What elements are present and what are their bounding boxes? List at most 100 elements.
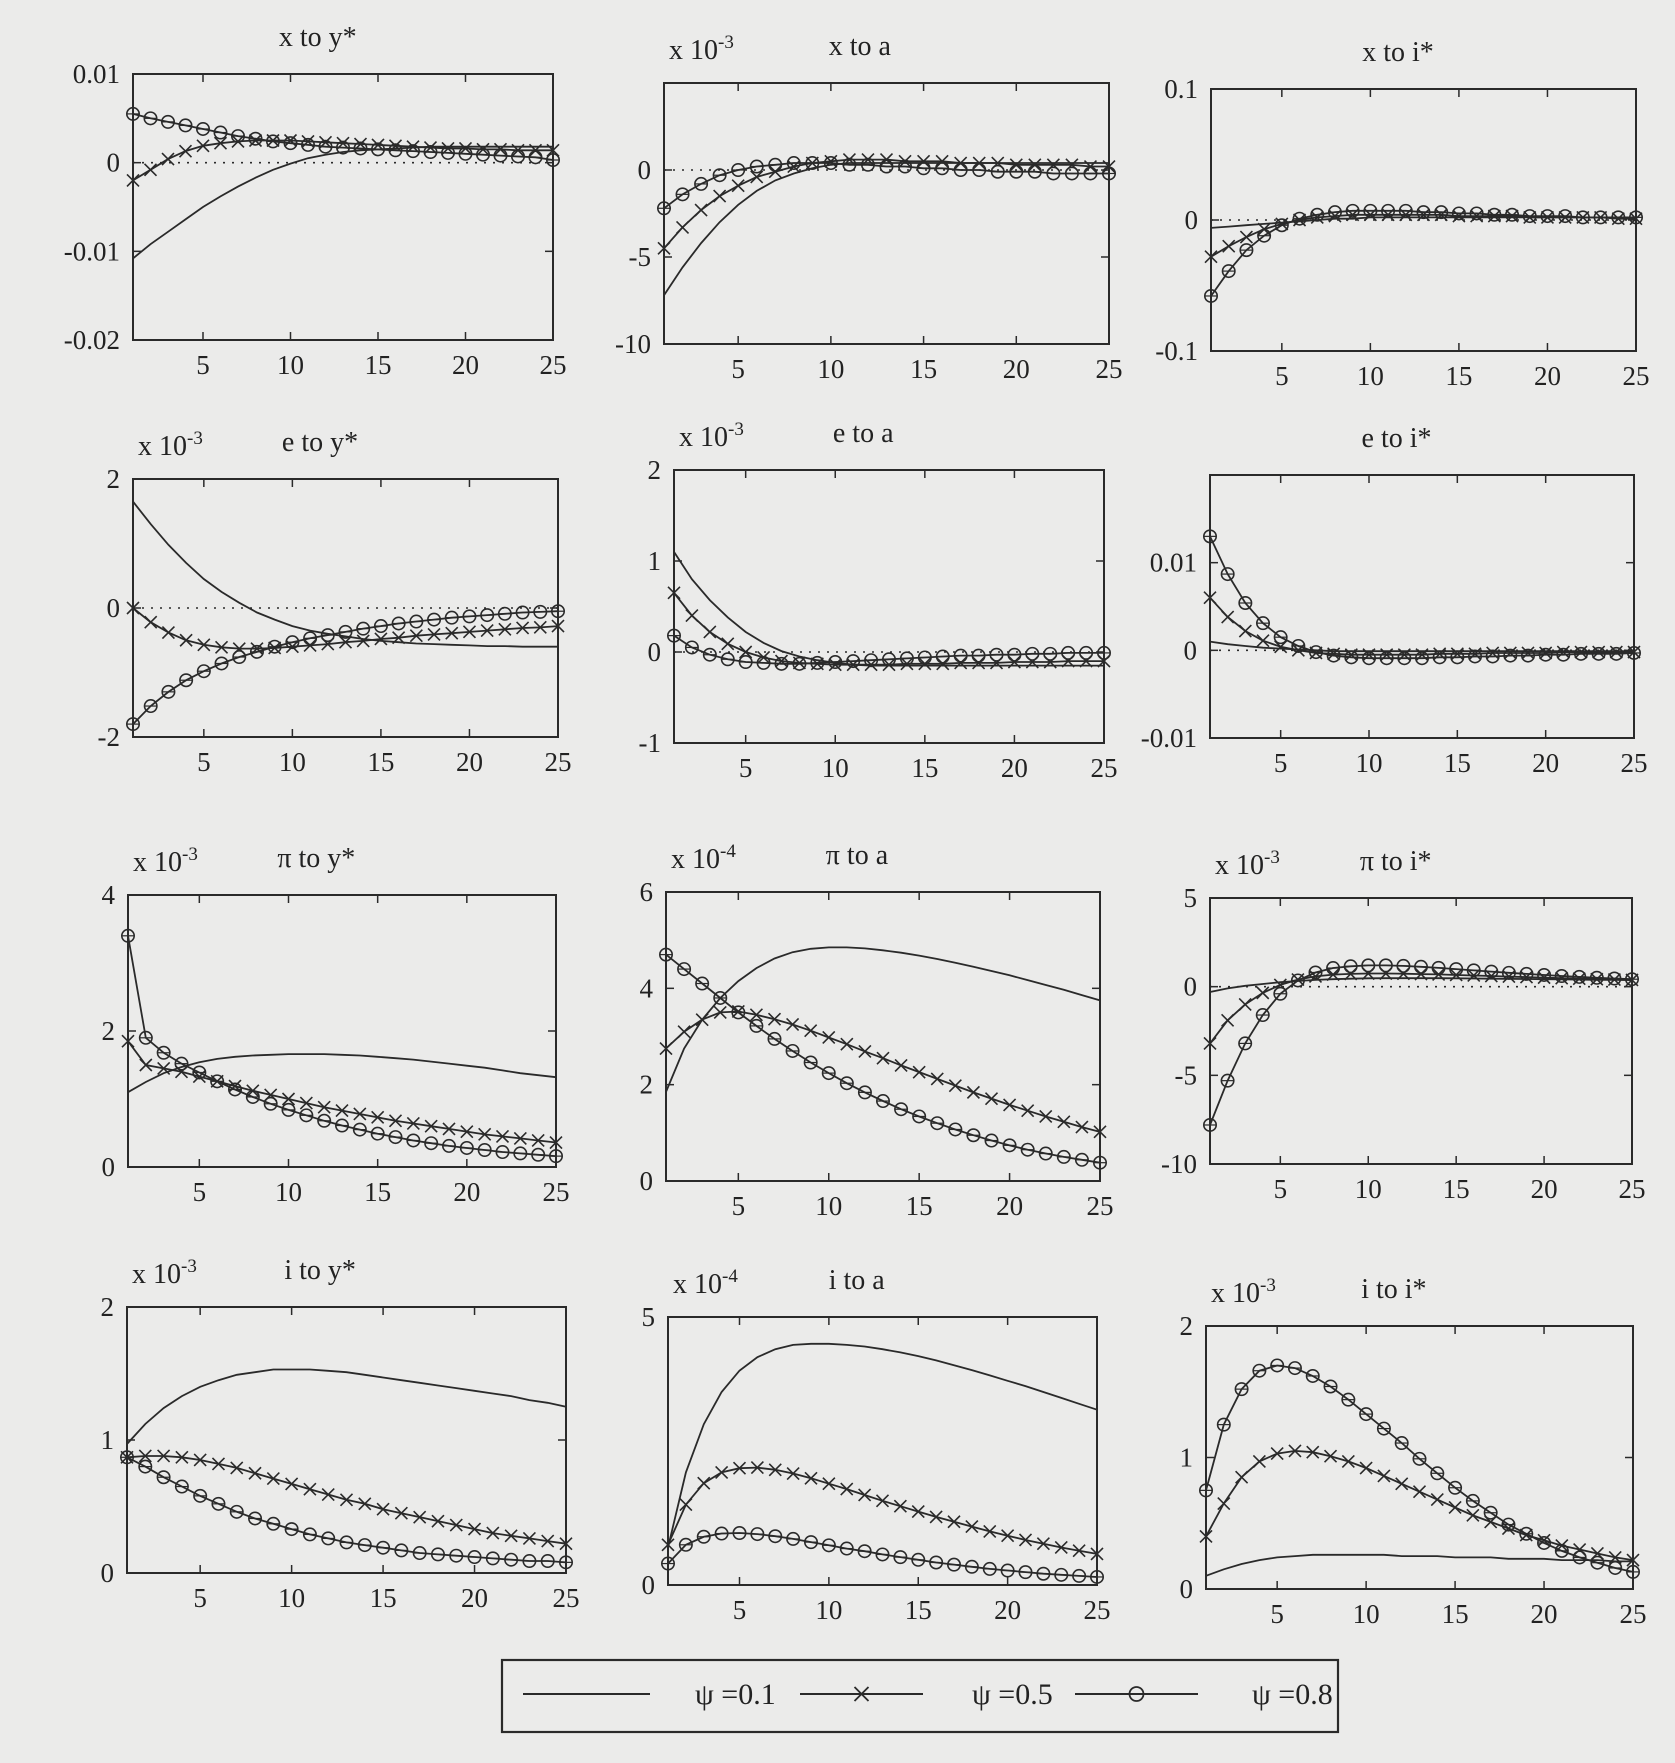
panel: 5 10 15 20 25 0.1 0 -0.1 x to i* <box>1155 37 1649 391</box>
y-tick-label: 0 <box>638 155 652 185</box>
data-point <box>551 619 565 633</box>
data-point <box>803 1055 818 1070</box>
data-point <box>786 1531 801 1546</box>
data-point <box>1611 210 1626 225</box>
x-tick-label: 10 <box>279 747 306 777</box>
data-point <box>875 1094 890 1109</box>
data-point <box>467 1550 482 1565</box>
data-point <box>822 1477 836 1491</box>
data-point <box>1007 647 1022 662</box>
data-point <box>1558 209 1573 224</box>
data-point <box>861 152 875 167</box>
data-point <box>1274 218 1289 233</box>
data-point <box>660 1556 675 1571</box>
data-point <box>1483 1505 1498 1520</box>
data-point <box>678 1537 693 1552</box>
data-point <box>1072 1544 1086 1558</box>
data-point <box>138 1459 153 1474</box>
y-tick-label: 4 <box>640 973 654 1003</box>
data-point <box>1501 965 1516 980</box>
data-point <box>1074 1152 1089 1167</box>
data-point <box>1217 1496 1231 1511</box>
x-tick-label: 15 <box>1443 1174 1470 1204</box>
panel: 5 10 15 20 25 0.01 0 -0.01 -0.02 x to y* <box>64 22 567 380</box>
data-point <box>984 1133 999 1148</box>
data-point <box>1396 958 1411 973</box>
data-point <box>1344 648 1358 662</box>
x-tick-label: 25 <box>1096 354 1123 384</box>
data-point <box>430 1547 445 1562</box>
data-point <box>911 1505 925 1519</box>
data-point <box>338 635 353 649</box>
data-point <box>157 1449 171 1463</box>
data-point <box>248 1511 263 1526</box>
data-point <box>1326 961 1341 976</box>
data-point <box>1484 964 1499 979</box>
data-point <box>694 176 709 191</box>
data-point <box>157 1061 171 1075</box>
data-point <box>774 656 789 671</box>
data-point <box>912 1109 927 1124</box>
data-point <box>1305 1368 1320 1383</box>
data-point <box>965 1520 979 1534</box>
x-tick-label: 15 <box>911 753 938 783</box>
data-point <box>1609 646 1624 661</box>
data-point <box>695 976 710 991</box>
data-point <box>358 1497 372 1511</box>
data-point <box>1432 650 1447 665</box>
data-point <box>413 1510 427 1524</box>
series-line <box>132 501 558 648</box>
data-point <box>990 164 1005 179</box>
data-point <box>875 1494 890 1508</box>
data-point <box>750 1461 764 1475</box>
data-point <box>445 626 459 640</box>
data-point <box>984 1092 999 1106</box>
data-point <box>982 1561 997 1576</box>
data-point <box>1501 1517 1516 1532</box>
x-tick-label: 20 <box>461 1583 488 1613</box>
data-point <box>1359 1407 1374 1422</box>
data-point <box>138 1030 153 1045</box>
data-point <box>1627 645 1642 660</box>
data-point <box>1629 210 1644 225</box>
data-point <box>1308 965 1323 980</box>
data-point <box>810 655 825 670</box>
data-point <box>1572 969 1587 984</box>
data-point <box>214 640 229 654</box>
data-point <box>1002 1138 1017 1153</box>
data-point <box>1027 164 1042 179</box>
data-point <box>1036 1566 1051 1581</box>
data-point <box>685 609 699 623</box>
data-point <box>1000 1563 1015 1578</box>
y-tick-label: 0 <box>107 148 121 178</box>
x-tick-label: 15 <box>905 1595 932 1625</box>
data-point <box>370 142 385 157</box>
panel-title: x to i* <box>1362 37 1434 68</box>
data-point <box>356 621 371 636</box>
x-tick-label: 15 <box>367 747 394 777</box>
data-point <box>214 656 229 671</box>
panel-title: x to y* <box>279 22 357 53</box>
data-point <box>879 159 894 174</box>
data-point <box>1341 1392 1356 1407</box>
x-tick-label: 20 <box>1532 748 1559 778</box>
data-point <box>929 1555 944 1570</box>
y-tick-label: 0 <box>1184 972 1198 1002</box>
data-point <box>265 134 280 149</box>
data-point <box>804 1471 818 1485</box>
data-point <box>533 620 547 634</box>
legend-box <box>500 1658 1340 1734</box>
x-tick-label: 25 <box>540 350 567 380</box>
data-point <box>846 654 861 669</box>
y-tick-label: 2 <box>101 1292 115 1322</box>
data-point <box>1574 646 1589 661</box>
panel: 5 10 15 20 25 5 0 -5 -10 x 10-3 π to i* <box>1161 846 1646 1204</box>
data-point <box>356 634 370 648</box>
x-tick-label: 25 <box>1623 361 1650 391</box>
data-point <box>675 220 690 234</box>
x-tick-label: 25 <box>1621 748 1648 778</box>
data-point <box>232 650 247 665</box>
data-point <box>388 143 403 158</box>
data-point <box>1306 1445 1320 1459</box>
data-point <box>1221 610 1235 624</box>
